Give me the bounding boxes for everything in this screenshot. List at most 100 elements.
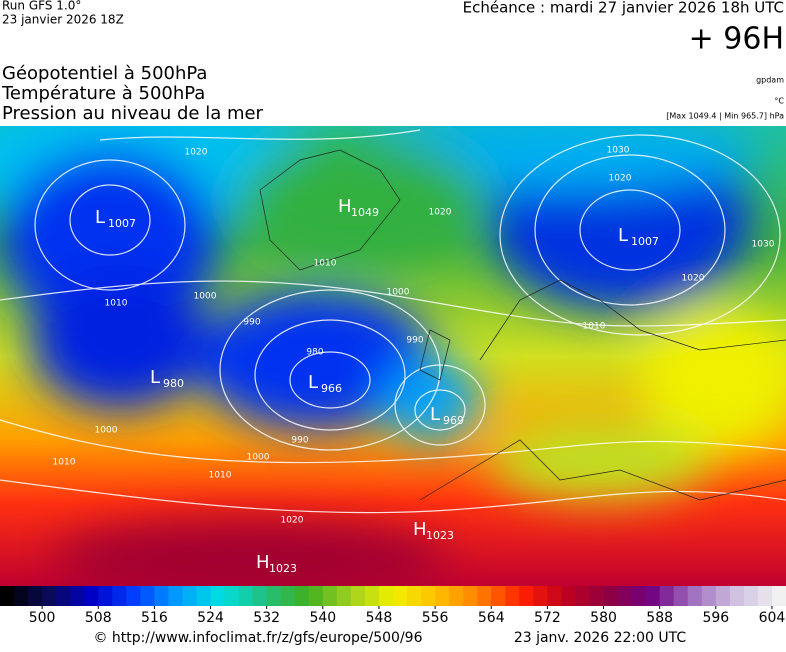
colorbar-swatch [126, 586, 141, 606]
isobar-label: 1000 [95, 426, 118, 436]
colorbar-swatch [378, 586, 394, 606]
pressure-center-value: 1023 [426, 529, 454, 542]
colorbar-swatch [631, 586, 647, 606]
isobar-label: 1020 [185, 148, 208, 158]
isobar-label: 1000 [194, 292, 217, 302]
colorbar-swatch [98, 586, 113, 606]
colorbar-swatch [757, 586, 773, 606]
colorbar-swatch [393, 586, 408, 606]
colorbar-swatch [533, 586, 548, 606]
pressure-center-kind: L [308, 372, 318, 393]
pressure-center-kind: H [338, 196, 352, 217]
source-url: © http://www.infoclimat.fr/z/gfs/europe/… [93, 630, 422, 646]
colorbar-swatch [603, 586, 619, 606]
colorbar-swatch [687, 586, 703, 606]
colorbar-swatch [463, 586, 478, 606]
colorbar-swatch [561, 586, 576, 606]
pressure-center-value: 966 [321, 382, 342, 395]
lead-time: + 96H [689, 22, 784, 57]
colorbar-swatch [112, 586, 127, 606]
colorbar-swatch [673, 586, 689, 606]
colorbar-swatch [364, 586, 380, 606]
colorbar-swatch [701, 586, 717, 606]
colorbar-swatch [407, 586, 422, 606]
colorbar-swatch [519, 586, 534, 606]
unit-label: [Max 1049.4 | Min 965.7] hPa [666, 112, 784, 121]
colorbar-swatch [449, 586, 464, 606]
colorbar-swatch [645, 586, 661, 606]
colorbar-swatch [491, 586, 506, 606]
isobar-label: 990 [243, 318, 260, 328]
isobar-label: 1010 [583, 322, 606, 332]
pressure-center-kind: H [256, 552, 270, 573]
title-line: Pression au niveau de la mer [2, 103, 264, 124]
isobar-label: 1020 [429, 208, 452, 218]
pressure-center-value: 1023 [269, 562, 297, 575]
colorbar-swatch [196, 586, 212, 606]
isobar-label: 1010 [105, 299, 128, 309]
colorbar-swatch [322, 586, 338, 606]
run-label: Run GFS 1.0° [2, 0, 81, 13]
colorbar-tick-label: 604 [759, 610, 786, 626]
colorbar-swatch [589, 586, 605, 606]
colorbar-swatch [140, 586, 155, 606]
colorbar-swatch [70, 586, 85, 606]
pressure-center-kind: H [413, 519, 427, 540]
forecast-time: Echéance : mardi 27 janvier 2026 18h UTC [463, 0, 784, 17]
pressure-center-value: 1007 [108, 217, 136, 230]
colorbar-swatch [505, 586, 520, 606]
pressure-center-value: 1049 [351, 206, 379, 219]
isobar-label: 1000 [247, 453, 270, 463]
isobar-label: 1020 [281, 516, 304, 526]
colorbar-swatch [294, 586, 310, 606]
colorbar-swatch [547, 586, 562, 606]
colorbar-swatch [224, 586, 240, 606]
colorbar-tick-label: 580 [590, 610, 617, 626]
colorbar-tick-label: 588 [646, 610, 673, 626]
colorbar-swatch [14, 586, 29, 606]
pressure-center-kind: L [150, 367, 160, 388]
isobar-label: 1010 [314, 259, 337, 269]
colorbar-swatch [238, 586, 254, 606]
pressure-center-kind: L [430, 404, 440, 425]
colorbar-tick-label: 532 [253, 610, 280, 626]
isobar-label: 1010 [209, 471, 232, 481]
isobar-label: 1030 [607, 146, 630, 156]
colorbar-swatch [252, 586, 268, 606]
colorbar-swatch [168, 586, 183, 606]
colorbar-swatch [308, 586, 324, 606]
colorbar-tick-label: 508 [85, 610, 112, 626]
unit-label: °C [774, 97, 784, 106]
isobar-label: 1010 [53, 458, 76, 468]
pressure-center-kind: L [618, 225, 628, 246]
title-line: Géopotentiel à 500hPa [2, 63, 207, 84]
colorbar-tick-label: 572 [534, 610, 561, 626]
colorbar-swatch [477, 586, 492, 606]
colorbar-tick-label: 540 [309, 610, 336, 626]
colorbar-swatch [659, 586, 675, 606]
colorbar-swatch [56, 586, 71, 606]
title-line: Température à 500hPa [1, 83, 205, 104]
colorbar-swatch [715, 586, 731, 606]
colorbar-swatch [182, 586, 197, 606]
colorbar-swatch [210, 586, 226, 606]
isobar-label: 1020 [682, 274, 705, 284]
colorbar-swatch [435, 586, 450, 606]
colorbar: 500 508 516 524 532 540 548 556 564 572 580 588 596 6… [0, 586, 786, 626]
isobar-label: 990 [406, 336, 423, 346]
colorbar-swatch [771, 586, 786, 606]
issued-time: 23 janv. 2026 22:00 UTC [514, 630, 687, 646]
colorbar-swatch [336, 586, 352, 606]
colorbar-tick-label: 548 [366, 610, 393, 626]
isobar-label: 1030 [752, 240, 775, 250]
colorbar-tick-label: 524 [197, 610, 224, 626]
pressure-center-kind: L [95, 207, 105, 228]
isobar-label: 980 [306, 348, 323, 358]
colorbar-tick-label: 564 [478, 610, 505, 626]
colorbar-tick-label: 516 [141, 610, 168, 626]
colorbar-swatch [266, 586, 282, 606]
pressure-center-value: 980 [163, 377, 184, 390]
